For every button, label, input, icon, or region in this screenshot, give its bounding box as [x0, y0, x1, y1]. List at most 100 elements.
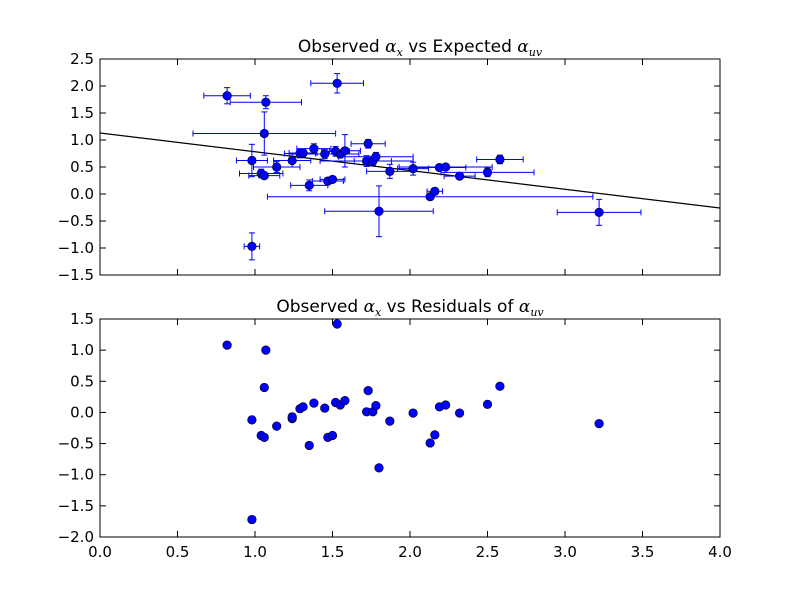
y-tick-label: 1.5 [70, 310, 94, 328]
data-point [408, 408, 418, 418]
data-point [243, 232, 261, 261]
point-marker [298, 148, 308, 158]
data-point [443, 171, 476, 181]
point-marker [425, 438, 435, 448]
data-point [338, 151, 414, 162]
y-tick-label: 0.5 [70, 158, 94, 176]
point-marker [327, 174, 338, 185]
point-marker [455, 408, 465, 418]
data-point [261, 345, 271, 355]
data-point [235, 143, 268, 178]
data-point [287, 412, 297, 422]
point-marker [272, 162, 282, 172]
x-tick-label: 2.5 [476, 543, 500, 561]
data-point [350, 138, 386, 149]
point-marker [594, 207, 604, 217]
point-marker [259, 128, 269, 139]
point-marker [304, 180, 314, 190]
data-point [482, 399, 493, 409]
top-plot-area [100, 73, 720, 261]
point-marker [371, 152, 381, 162]
data-point [247, 514, 257, 525]
data-point [363, 386, 373, 396]
y-tick-label: −2.0 [58, 528, 94, 546]
bottom-axis-ticks: −2.0 −1.5 −1.0 −0.5 0.0 0.5 1.0 1.5 0.0 0.5 1.0 1.5… [58, 310, 732, 561]
data-point [259, 382, 269, 393]
data-point [192, 111, 337, 156]
x-tick-label: 0.5 [166, 543, 190, 561]
data-point [440, 167, 535, 178]
data-point [328, 134, 361, 168]
y-tick-label: −0.5 [58, 212, 94, 230]
data-point [311, 176, 344, 186]
point-marker [374, 463, 384, 473]
data-point [310, 73, 364, 94]
y-tick-label: −1.5 [58, 266, 94, 284]
point-marker [340, 146, 350, 156]
point-marker [441, 400, 451, 410]
point-marker [371, 400, 381, 411]
point-marker [482, 399, 493, 409]
data-point [266, 192, 594, 202]
y-tick-label: 0.0 [70, 185, 94, 203]
point-marker [222, 91, 232, 101]
y-tick-label: 1.5 [70, 104, 94, 122]
y-tick-label: −1.0 [58, 466, 94, 484]
point-marker [309, 144, 319, 154]
data-point [298, 402, 308, 412]
y-tick-label: 2.5 [70, 50, 94, 68]
data-point [495, 381, 505, 391]
data-point [320, 403, 330, 413]
data-point [327, 430, 338, 441]
data-point [430, 430, 440, 440]
point-marker [374, 206, 384, 216]
data-point [385, 416, 395, 426]
x-tick-label: 3.0 [553, 543, 577, 561]
point-marker [247, 155, 257, 166]
data-point [252, 161, 301, 173]
point-marker [309, 398, 319, 408]
point-marker [385, 416, 395, 426]
top-chart-title: Observed αx vs Expected αuv [298, 37, 543, 59]
point-marker [287, 412, 297, 422]
point-marker [259, 382, 269, 393]
y-tick-label: −1.5 [58, 497, 94, 515]
data-point [248, 171, 281, 181]
point-marker [594, 419, 604, 429]
point-marker [455, 171, 465, 181]
top-axes: Observed αx vs Expected αuv −1.5 −1.0 −0.5… [58, 37, 721, 284]
data-point [272, 421, 282, 431]
top-axes-frame [99, 58, 721, 276]
x-tick-label: 3.5 [631, 543, 655, 561]
y-tick-label: −0.5 [58, 435, 94, 453]
point-marker [482, 167, 493, 177]
point-marker [332, 319, 342, 329]
data-point [319, 174, 346, 185]
y-tick-label: 0.0 [70, 403, 94, 421]
point-marker [247, 241, 257, 251]
point-marker [272, 421, 282, 431]
x-tick-label: 2.0 [398, 543, 422, 561]
data-point [290, 179, 329, 192]
point-marker [247, 514, 257, 525]
point-marker [222, 340, 232, 350]
x-tick-label: 1.0 [243, 543, 267, 561]
data-point [229, 95, 302, 110]
bottom-plot-area [222, 319, 604, 525]
data-point [556, 198, 642, 226]
y-tick-label: 0.5 [70, 372, 94, 390]
data-point [332, 319, 342, 329]
point-marker [363, 139, 373, 149]
point-marker [259, 432, 269, 442]
bottom-data-points [222, 319, 604, 525]
data-point [398, 162, 493, 172]
data-point [273, 153, 312, 168]
point-marker [408, 408, 418, 418]
data-point [412, 162, 467, 173]
point-marker [327, 430, 338, 441]
bottom-axes-frame [99, 318, 721, 538]
data-point [594, 419, 604, 429]
data-point [259, 432, 269, 442]
x-tick-label: 4.0 [708, 543, 732, 561]
